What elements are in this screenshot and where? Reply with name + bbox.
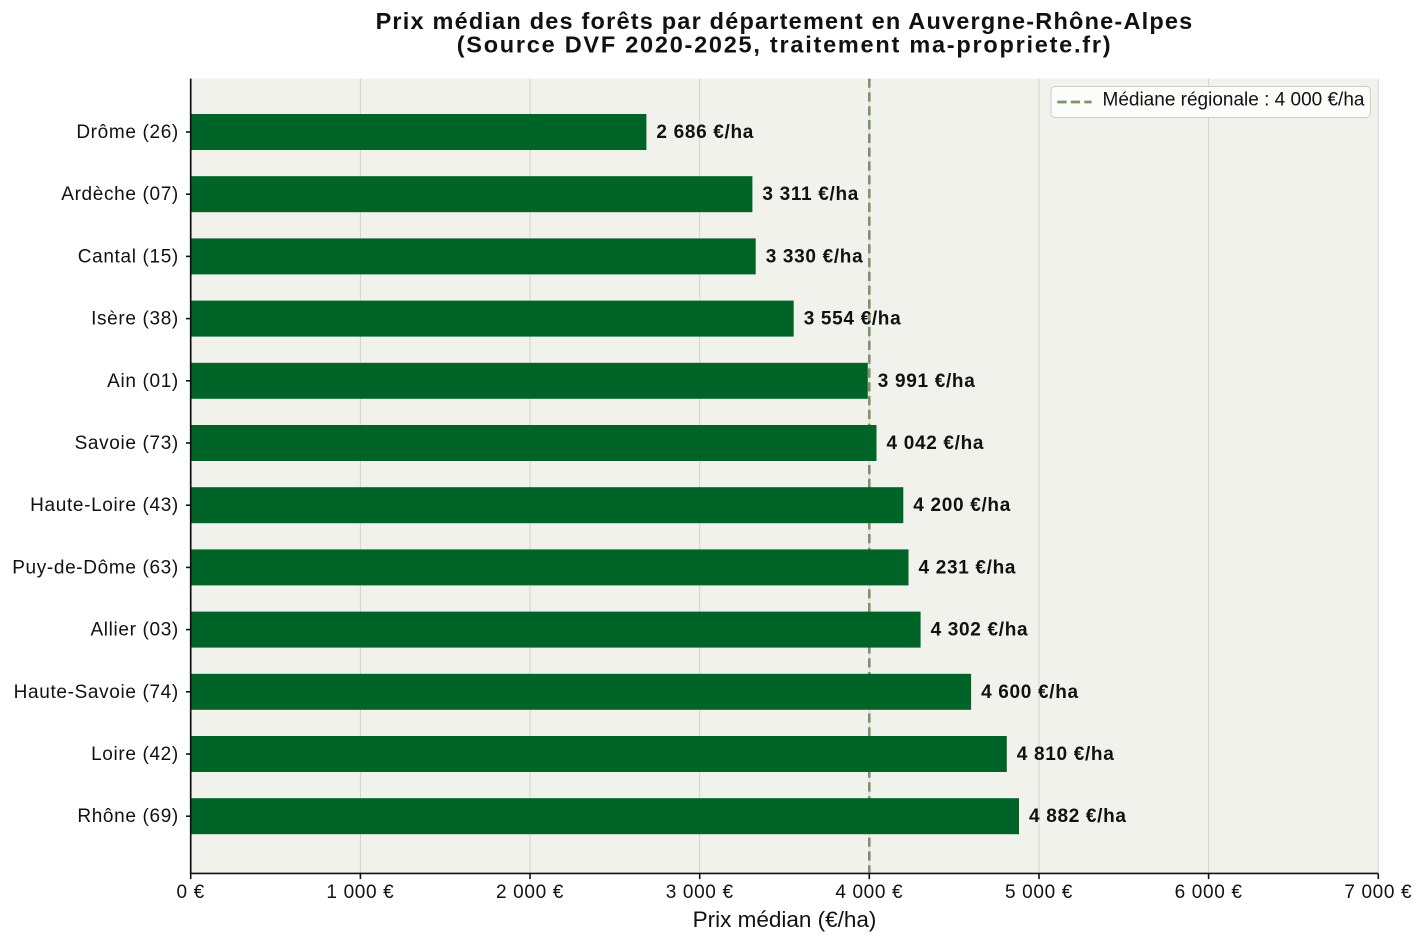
- svg-text:0 €: 0 €: [177, 882, 205, 903]
- svg-text:Haute-Loire (43): Haute-Loire (43): [30, 495, 179, 516]
- svg-text:Prix médian des forêts par dép: Prix médian des forêts par département e…: [376, 8, 1194, 34]
- svg-text:3 330 €/ha: 3 330 €/ha: [766, 246, 864, 267]
- svg-text:Rhône (69): Rhône (69): [77, 806, 179, 827]
- svg-text:4 882 €/ha: 4 882 €/ha: [1029, 806, 1127, 827]
- svg-text:Loire (42): Loire (42): [91, 744, 179, 765]
- svg-text:Cantal (15): Cantal (15): [78, 246, 179, 267]
- svg-text:4 231 €/ha: 4 231 €/ha: [919, 557, 1017, 578]
- svg-text:Isère (38): Isère (38): [91, 309, 179, 330]
- svg-text:Haute-Savoie (74): Haute-Savoie (74): [14, 682, 179, 703]
- svg-text:4 000 €: 4 000 €: [835, 882, 903, 903]
- svg-text:Puy-de-Dôme (63): Puy-de-Dôme (63): [12, 557, 179, 578]
- svg-text:3 991 €/ha: 3 991 €/ha: [878, 371, 976, 392]
- svg-text:4 600 €/ha: 4 600 €/ha: [981, 682, 1079, 703]
- svg-text:4 810 €/ha: 4 810 €/ha: [1017, 744, 1115, 765]
- svg-text:2 000 €: 2 000 €: [496, 882, 564, 903]
- svg-text:6 000 €: 6 000 €: [1175, 882, 1243, 903]
- svg-text:Drôme (26): Drôme (26): [76, 122, 179, 143]
- svg-text:(Source DVF 2020-2025, traitem: (Source DVF 2020-2025, traitement ma-pro…: [457, 32, 1113, 58]
- svg-text:4 302 €/ha: 4 302 €/ha: [931, 620, 1029, 641]
- svg-text:3 000 €: 3 000 €: [666, 882, 734, 903]
- svg-text:Prix médian (€/ha): Prix médian (€/ha): [693, 907, 877, 932]
- svg-text:1 000 €: 1 000 €: [326, 882, 394, 903]
- svg-text:3 311 €/ha: 3 311 €/ha: [762, 184, 859, 205]
- svg-text:Médiane régionale : 4 000 €/ha: Médiane régionale : 4 000 €/ha: [1103, 89, 1365, 110]
- svg-text:7 000 €: 7 000 €: [1344, 882, 1412, 903]
- svg-text:3 554 €/ha: 3 554 €/ha: [804, 309, 902, 330]
- svg-text:2 686 €/ha: 2 686 €/ha: [656, 122, 754, 143]
- svg-text:5 000 €: 5 000 €: [1005, 882, 1073, 903]
- svg-text:Allier (03): Allier (03): [90, 620, 178, 641]
- svg-text:Ain (01): Ain (01): [107, 371, 179, 392]
- svg-text:Ardèche (07): Ardèche (07): [61, 184, 179, 205]
- svg-text:4 200 €/ha: 4 200 €/ha: [913, 495, 1011, 516]
- svg-text:Savoie (73): Savoie (73): [75, 433, 179, 454]
- svg-text:4 042 €/ha: 4 042 €/ha: [887, 433, 985, 454]
